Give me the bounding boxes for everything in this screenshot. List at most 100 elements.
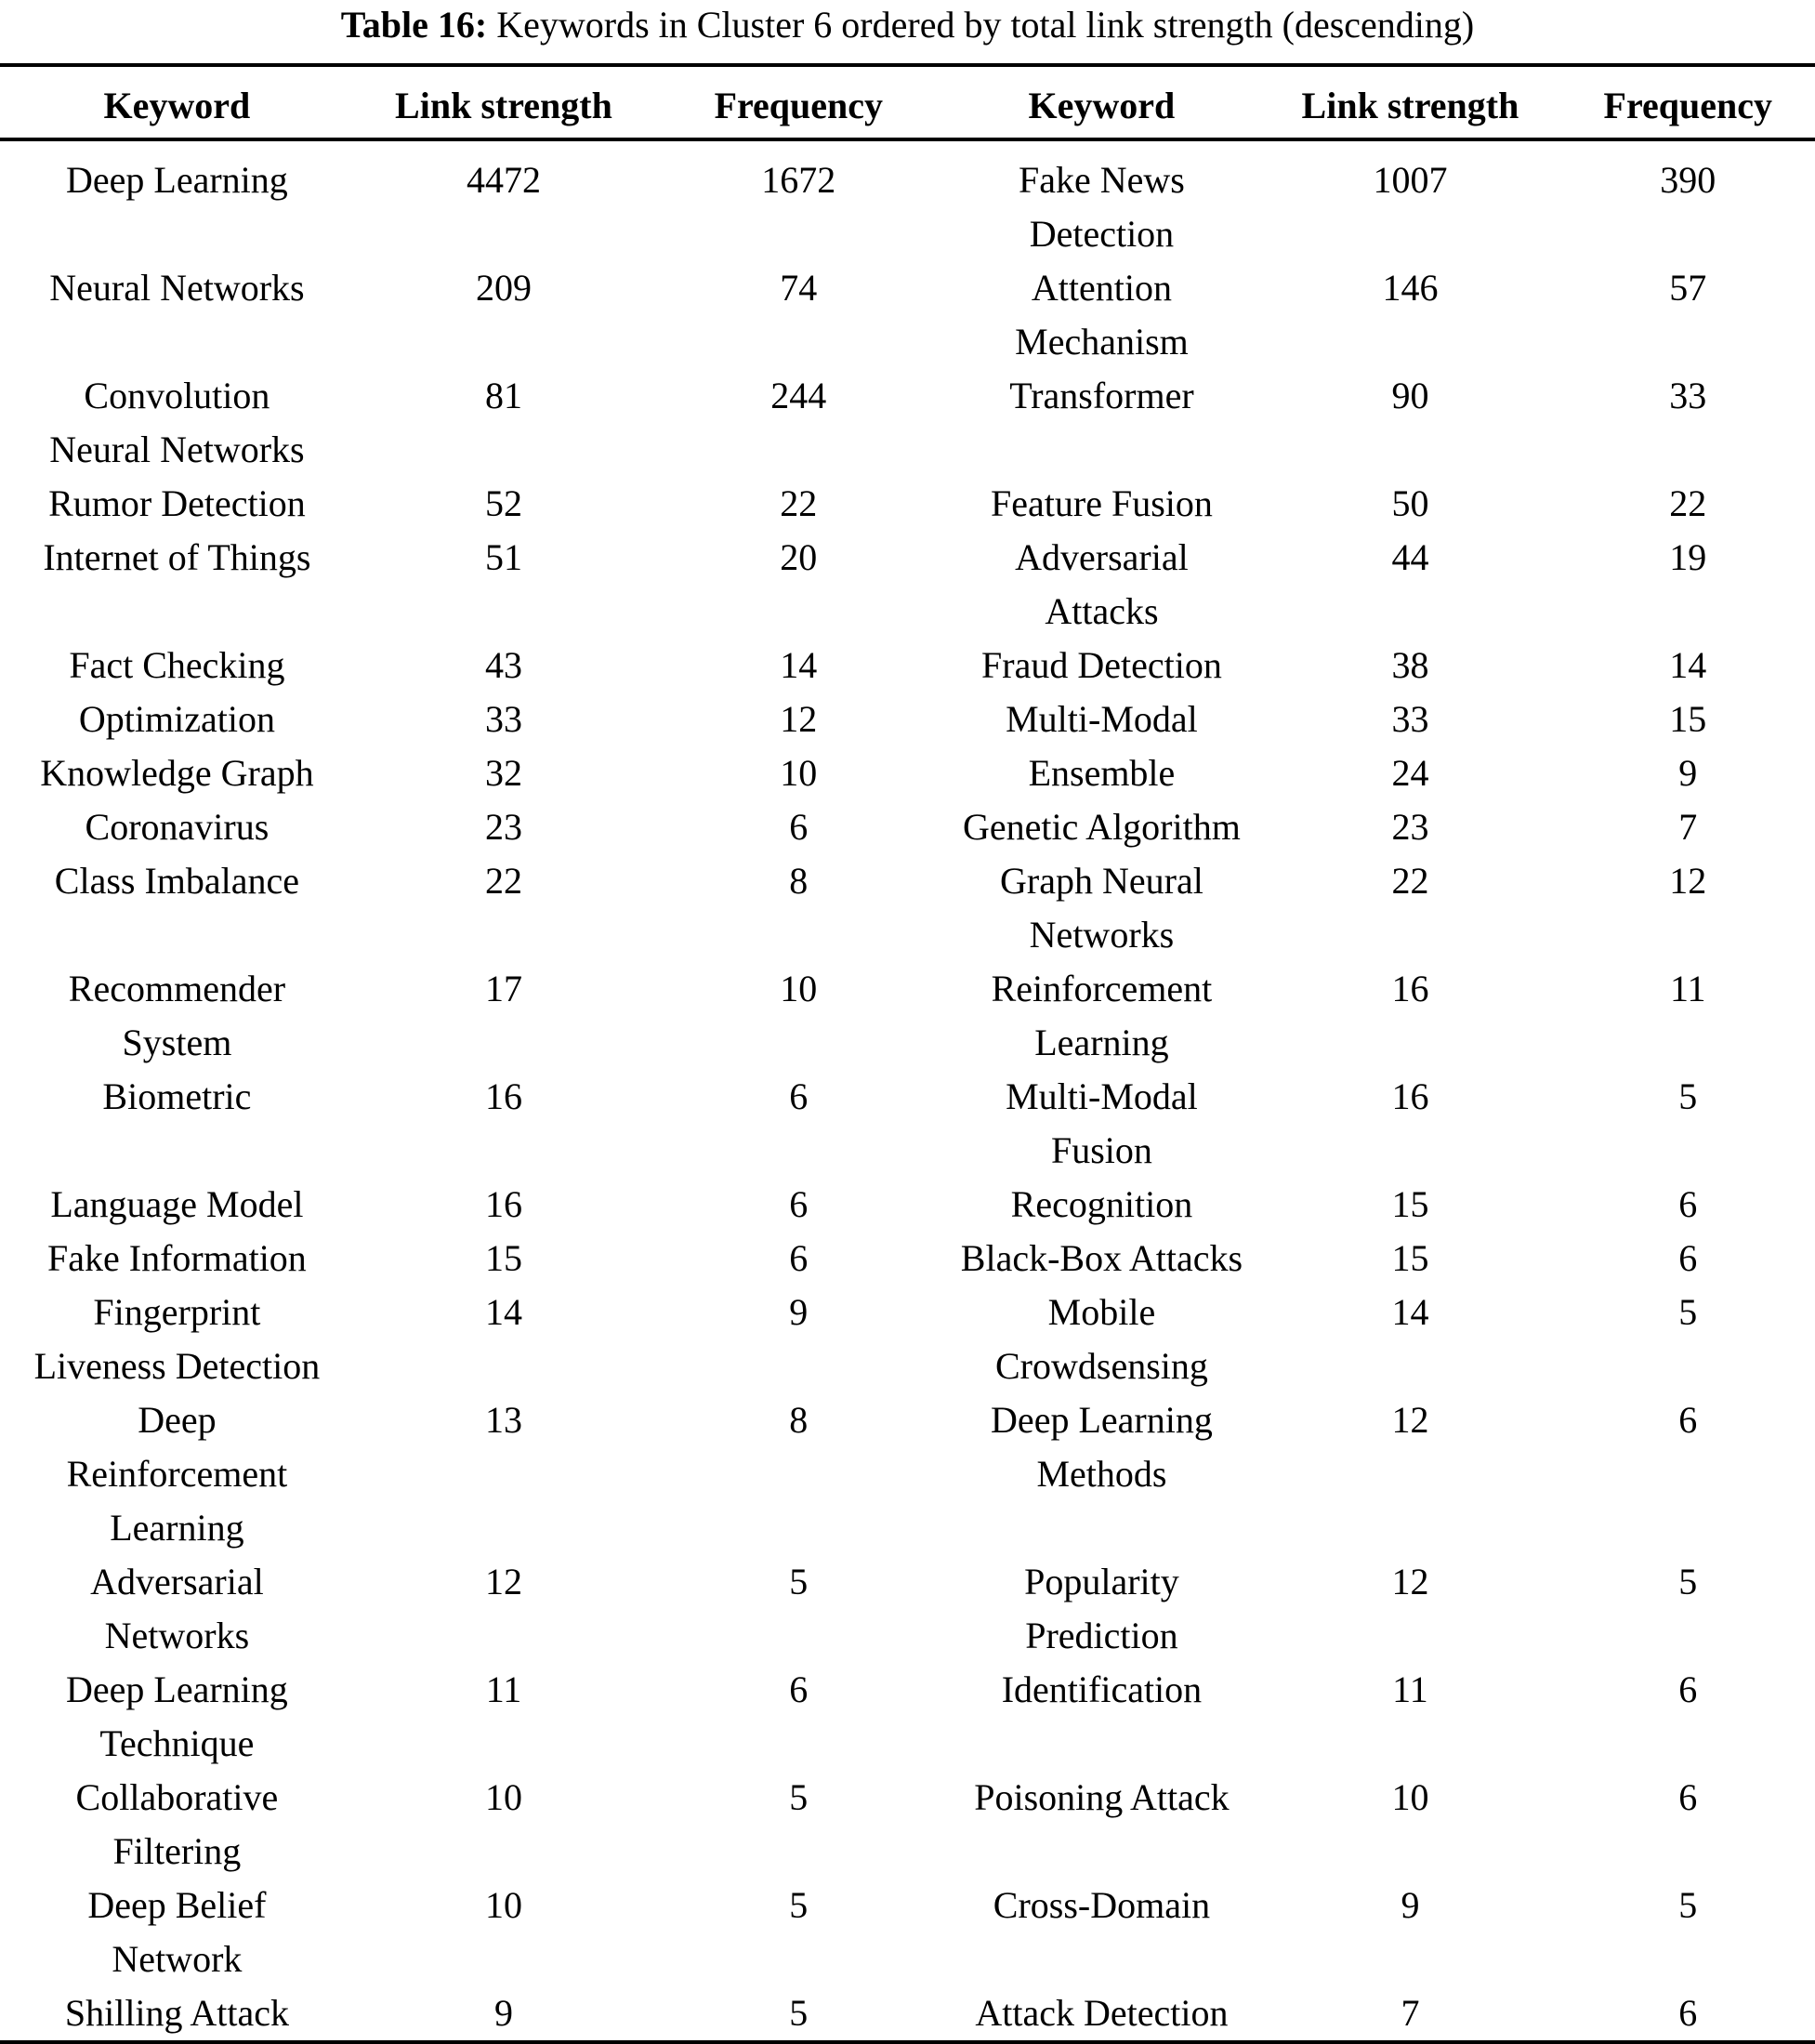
frequency-cell: 6 bbox=[1678, 1399, 1698, 1441]
keyword-cell: Neural Networks bbox=[49, 267, 305, 309]
frequency-cell: 20 bbox=[780, 536, 818, 578]
frequency-cell: 6 bbox=[1678, 1237, 1698, 1279]
frequency-cell: 57 bbox=[1669, 267, 1707, 309]
frequency-cell: 6 bbox=[789, 1183, 809, 1225]
frequency-cell: 1672 bbox=[761, 159, 836, 201]
keyword-cell: Adversarial Attacks bbox=[1015, 536, 1189, 632]
frequency-cell: 14 bbox=[780, 644, 818, 686]
frequency-cell: 390 bbox=[1660, 159, 1716, 201]
frequency-cell: 5 bbox=[789, 1561, 809, 1602]
link-strength-cell: 14 bbox=[484, 1291, 522, 1333]
table-row: Deep Belief Network 10 5 Cross-Domain 9 5 bbox=[0, 1879, 1815, 1986]
table-row: Adversarial Networks 12 5 Popularity Predic… bbox=[0, 1555, 1815, 1663]
frequency-cell: 12 bbox=[1669, 860, 1707, 902]
frequency-cell: 11 bbox=[1670, 968, 1706, 1009]
link-strength-cell: 33 bbox=[484, 698, 522, 740]
frequency-cell: 5 bbox=[1678, 1075, 1698, 1117]
frequency-cell: 22 bbox=[780, 482, 818, 524]
table-row: Neural Networks 209 74 Attention Mechanism 1… bbox=[0, 261, 1815, 369]
frequency-cell: 8 bbox=[789, 860, 809, 902]
frequency-cell: 6 bbox=[789, 1668, 809, 1710]
table-row: Fake Information 15 6 Black-Box Attacks 15 6 bbox=[0, 1232, 1815, 1286]
keyword-cell: Mobile Crowdsensing bbox=[994, 1291, 1208, 1387]
frequency-cell: 6 bbox=[789, 806, 809, 848]
keyword-cell: Recommender System bbox=[68, 968, 286, 1063]
keyword-cell: Popularity Prediction bbox=[1024, 1561, 1179, 1656]
keyword-cell: Identification bbox=[1001, 1668, 1203, 1710]
keyword-cell: Fingerprint Liveness Detection bbox=[33, 1291, 321, 1387]
keyword-cell: Transformer bbox=[1009, 375, 1194, 416]
keyword-cell: Deep Belief Network bbox=[87, 1884, 267, 1980]
table-row: Shilling Attack 9 5 Attack Detection 7 6 bbox=[0, 1986, 1815, 2043]
frequency-cell: 6 bbox=[1678, 1183, 1698, 1225]
frequency-cell: 5 bbox=[789, 1776, 809, 1818]
link-strength-cell: 15 bbox=[484, 1237, 522, 1279]
link-strength-cell: 14 bbox=[1391, 1291, 1429, 1333]
link-strength-cell: 12 bbox=[1391, 1399, 1429, 1441]
keyword-cell: Ensemble bbox=[1028, 752, 1176, 794]
link-strength-cell: 9 bbox=[493, 1992, 513, 2034]
frequency-cell: 5 bbox=[1678, 1561, 1698, 1602]
frequency-cell: 244 bbox=[770, 375, 827, 416]
link-strength-cell: 23 bbox=[1391, 806, 1429, 848]
table-row: Rumor Detection 52 22 Feature Fusion 50 22 bbox=[0, 477, 1815, 531]
keyword-cell: Feature Fusion bbox=[991, 482, 1213, 524]
link-strength-cell: 44 bbox=[1391, 536, 1429, 578]
frequency-cell: 5 bbox=[789, 1992, 809, 2034]
table-row: Optimization 33 12 Multi-Modal 33 15 bbox=[0, 692, 1815, 746]
keyword-cell: Convolution Neural Networks bbox=[49, 375, 305, 470]
table-row: Collaborative Filtering 10 5 Poisoning Atta… bbox=[0, 1771, 1815, 1879]
keyword-cell: Collaborative Filtering bbox=[75, 1776, 279, 1872]
column-header-keyword-right: Keyword bbox=[943, 65, 1260, 141]
link-strength-cell: 9 bbox=[1401, 1884, 1420, 1926]
keyword-cell: Multi-Modal Fusion bbox=[1006, 1075, 1198, 1171]
link-strength-cell: 7 bbox=[1401, 1992, 1420, 2034]
keyword-cell: Language Model bbox=[50, 1183, 304, 1225]
table-row: Class Imbalance 22 8 Graph Neural Networks 2… bbox=[0, 854, 1815, 962]
frequency-cell: 8 bbox=[789, 1399, 809, 1441]
link-strength-cell: 4472 bbox=[466, 159, 541, 201]
link-strength-cell: 10 bbox=[484, 1884, 522, 1926]
keyword-cell: Genetic Algorithm bbox=[963, 806, 1241, 848]
frequency-cell: 5 bbox=[1678, 1291, 1698, 1333]
frequency-cell: 22 bbox=[1669, 482, 1707, 524]
link-strength-cell: 11 bbox=[485, 1668, 522, 1710]
link-strength-cell: 22 bbox=[484, 860, 522, 902]
link-strength-cell: 17 bbox=[484, 968, 522, 1009]
table-row: Convolution Neural Networks 81 244 Transfor… bbox=[0, 369, 1815, 477]
table-row: Language Model 16 6 Recognition 15 6 bbox=[0, 1178, 1815, 1232]
table-row: Recommender System 17 10 Reinforcement Lear… bbox=[0, 962, 1815, 1070]
link-strength-cell: 10 bbox=[1391, 1776, 1429, 1818]
keyword-cell: Shilling Attack bbox=[64, 1992, 289, 2034]
frequency-cell: 15 bbox=[1669, 698, 1707, 740]
frequency-cell: 6 bbox=[1678, 1776, 1698, 1818]
table-caption-label: Table 16: bbox=[340, 4, 488, 46]
frequency-cell: 5 bbox=[789, 1884, 809, 1926]
table-row: Deep Learning 4472 1672 Fake News Detection… bbox=[0, 139, 1815, 261]
link-strength-cell: 38 bbox=[1391, 644, 1429, 686]
column-header-link-strength-left: Link strength bbox=[353, 65, 654, 141]
table-header: Keyword Link strength Frequency Keyword … bbox=[0, 65, 1815, 141]
table-row: Fact Checking 43 14 Fraud Detection 38 14 bbox=[0, 639, 1815, 692]
keyword-cell: Deep Learning Methods bbox=[991, 1399, 1213, 1495]
table-row: Deep Reinforcement Learning 13 8 Deep Learn… bbox=[0, 1393, 1815, 1555]
keyword-cell: Fake News Detection bbox=[1019, 159, 1185, 255]
link-strength-cell: 23 bbox=[484, 806, 522, 848]
keyword-cell: Biometric bbox=[102, 1075, 252, 1117]
column-header-frequency-left: Frequency bbox=[653, 65, 944, 141]
keyword-cell: Deep Learning bbox=[66, 159, 288, 201]
link-strength-cell: 10 bbox=[484, 1776, 522, 1818]
frequency-cell: 9 bbox=[1678, 752, 1698, 794]
link-strength-cell: 1007 bbox=[1373, 159, 1448, 201]
link-strength-cell: 12 bbox=[484, 1561, 522, 1602]
link-strength-cell: 15 bbox=[1391, 1183, 1429, 1225]
link-strength-cell: 16 bbox=[1391, 1075, 1429, 1117]
keyword-cell: Fraud Detection bbox=[981, 644, 1222, 686]
link-strength-cell: 33 bbox=[1391, 698, 1429, 740]
keyword-cell: Fact Checking bbox=[69, 644, 285, 686]
frequency-cell: 14 bbox=[1669, 644, 1707, 686]
link-strength-cell: 146 bbox=[1382, 267, 1439, 309]
table-row: Internet of Things 51 20 Adversarial Attack… bbox=[0, 531, 1815, 639]
link-strength-cell: 43 bbox=[484, 644, 522, 686]
link-strength-cell: 24 bbox=[1391, 752, 1429, 794]
